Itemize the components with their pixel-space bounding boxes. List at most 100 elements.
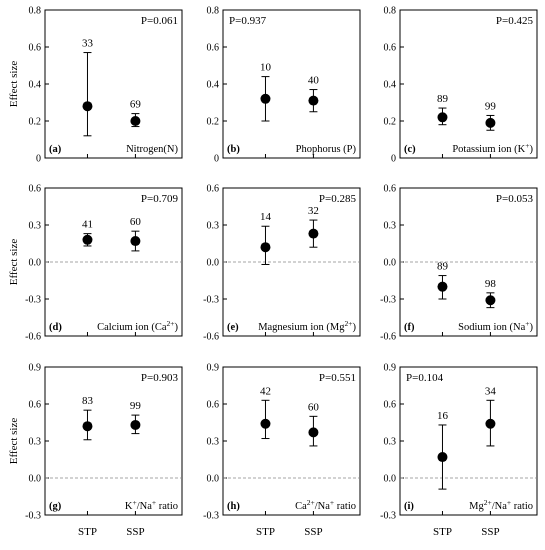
panel-g: -0.3 0.0 0.3 0.6 0.9 Effect size 83 99 P=0.903 (g… <box>8 363 183 538</box>
panel-c: 0 0.2 0.4 0.6 0.8 89 99 P=0.425 (c) Potassium ion… <box>384 6 538 165</box>
y-tick-label: 0.2 <box>207 117 220 128</box>
x-category-label: SSP <box>304 526 322 538</box>
y-tick-label: 0.3 <box>384 221 397 232</box>
y-tick-label: 0.4 <box>29 80 42 91</box>
variable-superscript: + <box>330 498 334 507</box>
y-tick-label: -0.3 <box>380 295 396 306</box>
y-tick-label: 0.6 <box>207 400 220 411</box>
sample-size-label: 10 <box>260 62 272 74</box>
data-point <box>130 116 141 126</box>
y-tick-label: 0.6 <box>384 43 397 54</box>
variable-text: /Na <box>137 501 153 512</box>
panel-letter: (g) <box>49 501 62 512</box>
data-point <box>260 418 271 429</box>
data-point <box>485 295 496 306</box>
y-tick-label: 0.0 <box>29 258 42 269</box>
variable-text: /Na <box>492 501 508 512</box>
variable-label: Magnesium ion (Mg2+) <box>258 319 356 333</box>
plot-frame <box>44 366 183 516</box>
variable-text: ) <box>530 144 534 155</box>
sample-size-label: 89 <box>437 261 449 273</box>
y-tick-label: 0.3 <box>29 221 42 232</box>
plot-frame <box>222 9 361 159</box>
sample-size-label: 14 <box>260 211 272 223</box>
sample-size-label: 60 <box>308 401 320 413</box>
variable-superscript: + <box>507 498 511 507</box>
p-value: P=0.551 <box>319 372 356 384</box>
sample-size-label: 60 <box>130 216 142 228</box>
y-tick-label: 0.9 <box>207 363 220 374</box>
y-tick-label: 0.6 <box>29 400 42 411</box>
panel-letter: (b) <box>227 144 240 155</box>
variable-superscript: 2+ <box>167 319 175 328</box>
data-point <box>260 242 271 253</box>
variable-superscript: 2+ <box>345 319 353 328</box>
variable-text: Nitrogen(N) <box>126 144 178 155</box>
data-point <box>308 228 319 239</box>
y-tick-label: 0.3 <box>207 437 220 448</box>
panel-letter: (h) <box>227 501 240 512</box>
y-tick-label: 0.8 <box>29 6 42 17</box>
p-value: P=0.061 <box>141 15 178 27</box>
variable-superscript: + <box>525 141 529 150</box>
p-value: P=0.709 <box>141 193 179 205</box>
data-point <box>485 418 496 429</box>
variable-text: K <box>125 501 133 512</box>
variable-text: Sodium ion (Na <box>458 322 525 333</box>
data-point <box>485 117 496 128</box>
y-tick-label: -0.6 <box>380 332 396 343</box>
y-tick-label: 0.4 <box>207 80 220 91</box>
y-tick-label: 0.3 <box>29 437 42 448</box>
y-tick-label: 0.6 <box>384 184 397 195</box>
y-tick-label: 0.3 <box>207 221 220 232</box>
panel-letter: (f) <box>404 322 415 333</box>
y-tick-label: 0 <box>391 154 396 165</box>
variable-text: Mg <box>469 501 484 512</box>
y-tick-label: 0.2 <box>29 117 42 128</box>
y-tick-label: 0.2 <box>384 117 397 128</box>
y-tick-label: -0.3 <box>25 295 41 306</box>
y-axis-label: Effect size <box>8 418 20 465</box>
y-tick-label: -0.3 <box>203 295 219 306</box>
variable-text: ratio <box>156 501 178 512</box>
x-category-label: SSP <box>481 526 499 538</box>
panel-f: -0.6 -0.3 0.0 0.3 0.6 89 98 P=0.053 (f) Sodium io… <box>380 184 538 343</box>
data-point <box>437 112 448 123</box>
data-point <box>82 421 93 432</box>
y-tick-label: 0.0 <box>29 474 42 485</box>
y-tick-label: 0 <box>214 154 219 165</box>
variable-superscript: + <box>132 498 136 507</box>
plot-frame <box>44 9 183 159</box>
y-tick-label: 0.6 <box>207 43 220 54</box>
sample-size-label: 83 <box>82 395 94 407</box>
y-tick-label: 0.6 <box>207 184 220 195</box>
plot-frame <box>399 9 538 159</box>
x-category-label: STP <box>78 526 97 538</box>
y-tick-label: 0.8 <box>384 6 397 17</box>
panel-a: 0 0.2 0.4 0.6 0.8 Effect size 33 69 P=0.061 (a) Ni… <box>8 6 183 165</box>
y-tick-label: 0.3 <box>384 437 397 448</box>
sample-size-label: 40 <box>308 75 320 87</box>
y-tick-label: -0.6 <box>25 332 41 343</box>
plot-frame <box>222 366 361 516</box>
variable-text: ratio <box>511 501 533 512</box>
y-tick-label: 0.9 <box>384 363 397 374</box>
panel-h: -0.3 0.0 0.3 0.6 0.9 42 60 P=0.551 (h) Ca2+/Na+ r… <box>203 363 361 538</box>
data-point <box>308 95 319 106</box>
sample-size-label: 32 <box>308 205 319 217</box>
data-point <box>308 427 319 438</box>
sample-size-label: 42 <box>260 385 271 397</box>
y-tick-label: -0.3 <box>380 511 396 522</box>
variable-text: Potassium ion (K <box>452 144 525 155</box>
x-category-label: STP <box>256 526 275 538</box>
panel-letter: (a) <box>49 144 62 155</box>
p-value: P=0.937 <box>229 15 267 27</box>
x-category-label: STP <box>433 526 452 538</box>
variable-label: Mg2+/Na+ ratio <box>469 498 533 512</box>
data-point <box>130 236 141 247</box>
sample-size-label: 99 <box>130 400 142 412</box>
sample-size-label: 98 <box>485 278 497 290</box>
y-tick-label: 0.0 <box>207 258 220 269</box>
panel-letter: (i) <box>404 501 414 512</box>
